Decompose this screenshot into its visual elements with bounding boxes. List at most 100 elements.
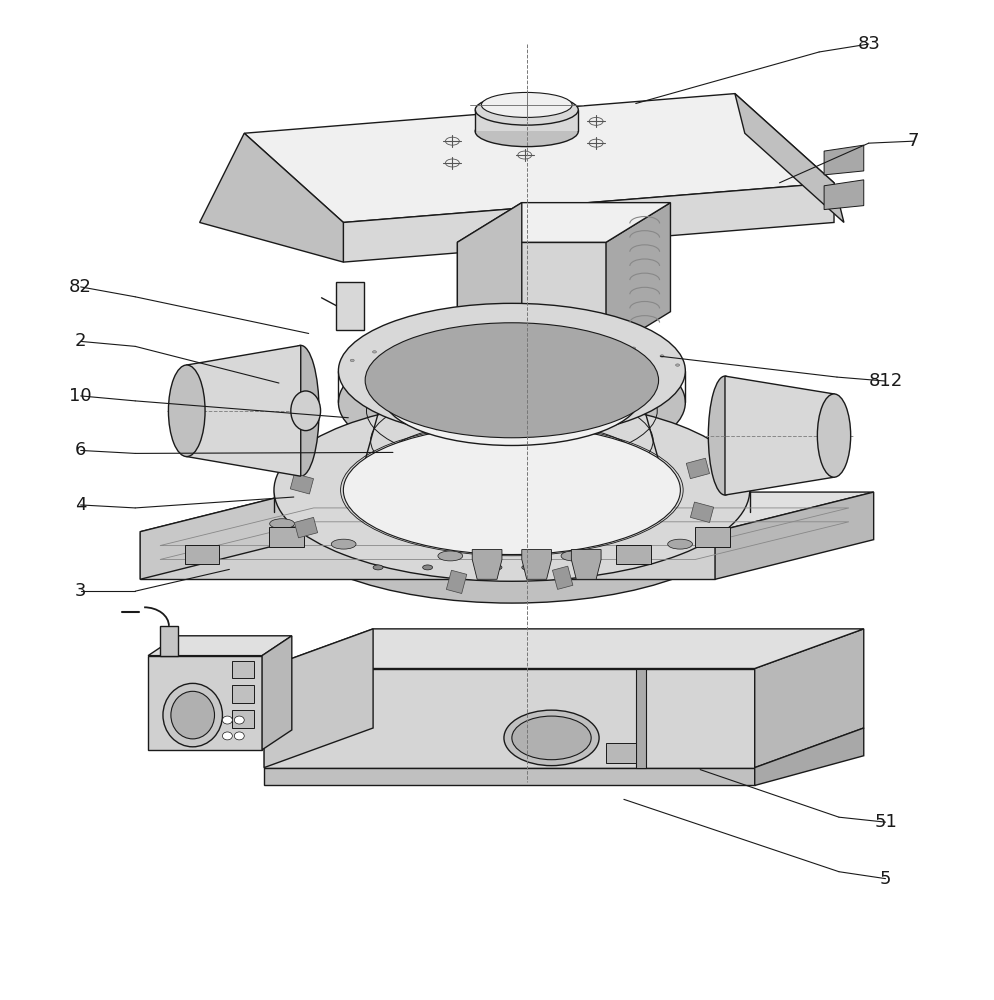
Ellipse shape (291, 391, 320, 431)
Bar (446, 570, 467, 594)
Polygon shape (457, 203, 522, 351)
Text: 5: 5 (880, 870, 892, 888)
Polygon shape (343, 183, 834, 262)
Polygon shape (824, 180, 864, 210)
Ellipse shape (512, 716, 591, 760)
Text: 7: 7 (908, 132, 919, 150)
Polygon shape (264, 768, 754, 785)
Bar (691, 502, 714, 523)
Ellipse shape (223, 732, 233, 740)
Polygon shape (262, 636, 292, 750)
Polygon shape (264, 669, 754, 768)
Polygon shape (148, 636, 292, 656)
Ellipse shape (338, 335, 685, 470)
Ellipse shape (492, 565, 502, 570)
Polygon shape (264, 629, 864, 669)
Polygon shape (185, 545, 220, 564)
Ellipse shape (373, 565, 383, 570)
Text: 10: 10 (70, 387, 92, 405)
Polygon shape (754, 728, 864, 785)
Polygon shape (457, 242, 606, 351)
Bar (686, 458, 710, 479)
Polygon shape (140, 492, 874, 532)
Polygon shape (200, 133, 343, 262)
Text: 51: 51 (874, 813, 897, 831)
Ellipse shape (592, 341, 596, 343)
Ellipse shape (407, 344, 411, 346)
Ellipse shape (383, 346, 641, 445)
Text: 812: 812 (869, 372, 903, 390)
Ellipse shape (274, 421, 749, 603)
Ellipse shape (422, 565, 432, 570)
Polygon shape (269, 527, 304, 547)
Ellipse shape (817, 394, 851, 477)
Polygon shape (472, 550, 502, 579)
Text: 82: 82 (70, 278, 92, 296)
Ellipse shape (504, 710, 599, 766)
Polygon shape (233, 685, 254, 703)
Ellipse shape (547, 338, 551, 340)
Ellipse shape (631, 347, 635, 349)
Ellipse shape (171, 691, 215, 739)
Ellipse shape (269, 519, 294, 529)
Polygon shape (140, 532, 715, 579)
Polygon shape (606, 203, 671, 351)
Ellipse shape (163, 683, 223, 747)
Polygon shape (715, 492, 874, 579)
Polygon shape (636, 669, 646, 768)
Ellipse shape (350, 359, 354, 362)
Ellipse shape (475, 116, 579, 147)
Ellipse shape (168, 365, 205, 457)
Polygon shape (824, 145, 864, 175)
Ellipse shape (522, 565, 532, 570)
Ellipse shape (373, 351, 377, 353)
Polygon shape (754, 629, 864, 768)
Polygon shape (148, 656, 262, 750)
Polygon shape (245, 94, 834, 222)
Ellipse shape (438, 551, 462, 561)
Ellipse shape (223, 716, 233, 724)
Ellipse shape (235, 716, 245, 724)
Ellipse shape (449, 339, 453, 341)
Polygon shape (233, 710, 254, 728)
Ellipse shape (365, 323, 659, 438)
Ellipse shape (274, 399, 749, 581)
Polygon shape (140, 492, 299, 579)
Ellipse shape (676, 364, 680, 366)
Ellipse shape (660, 355, 664, 357)
Bar (537, 403, 558, 426)
Ellipse shape (282, 345, 319, 476)
Ellipse shape (235, 732, 245, 740)
Bar (294, 517, 318, 538)
Ellipse shape (561, 551, 585, 561)
Ellipse shape (481, 92, 573, 117)
Text: 2: 2 (75, 332, 86, 350)
Polygon shape (187, 345, 301, 476)
Ellipse shape (709, 376, 742, 495)
Polygon shape (735, 94, 844, 222)
Polygon shape (264, 629, 373, 768)
Bar (290, 474, 313, 494)
Text: 6: 6 (75, 441, 86, 459)
Bar (431, 407, 451, 430)
Polygon shape (475, 110, 579, 131)
Ellipse shape (343, 426, 680, 555)
Text: 3: 3 (75, 582, 86, 600)
Ellipse shape (358, 426, 666, 545)
Polygon shape (160, 626, 178, 656)
Polygon shape (572, 550, 601, 579)
Text: 4: 4 (75, 496, 86, 514)
Ellipse shape (338, 303, 685, 438)
Polygon shape (695, 527, 730, 547)
Ellipse shape (668, 539, 693, 549)
Polygon shape (336, 282, 364, 330)
Polygon shape (233, 661, 254, 678)
Ellipse shape (498, 337, 502, 339)
Polygon shape (606, 743, 636, 763)
Bar (553, 566, 573, 589)
Polygon shape (522, 550, 552, 579)
Polygon shape (725, 376, 834, 495)
Text: 83: 83 (857, 35, 880, 53)
Ellipse shape (331, 539, 356, 549)
Ellipse shape (475, 95, 579, 125)
